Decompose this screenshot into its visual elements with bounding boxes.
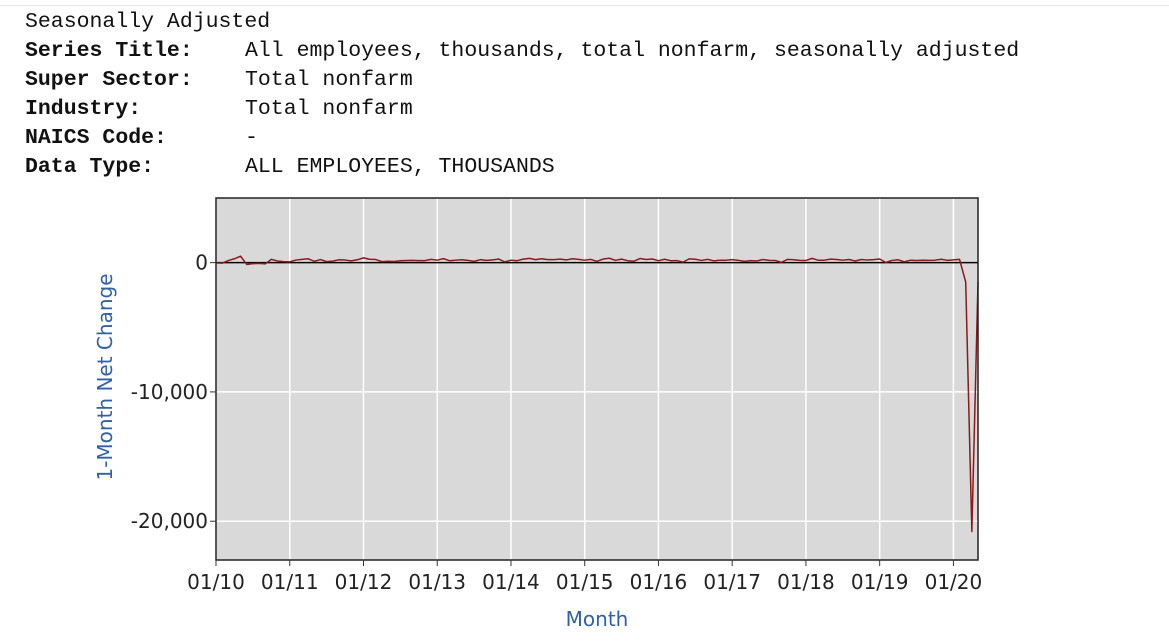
industry-row: Industry: Total nonfarm — [25, 95, 1019, 124]
x-tick-label: 01/12 — [335, 570, 393, 594]
y-tick-label: 0 — [195, 251, 208, 275]
naics-code-row: NAICS Code: - — [25, 124, 1019, 153]
x-tick-label: 01/16 — [630, 570, 688, 594]
super-sector-label: Super Sector: — [25, 68, 193, 92]
series-title-value: All employees, thousands, total nonfarm,… — [245, 39, 1020, 63]
top-divider — [0, 0, 1169, 6]
x-axis-ticks: 01/10 01/11 01/12 01/13 01/14 01/15 01/16 01/17… — [187, 560, 982, 594]
y-axis-label: 1-Month Net Change — [93, 273, 117, 480]
data-type-label: Data Type: — [25, 155, 155, 179]
series-title-label: Series Title: — [25, 39, 193, 63]
data-type-row: Data Type: ALL EMPLOYEES, THOUSANDS — [25, 153, 1019, 182]
x-tick-label: 01/14 — [482, 570, 540, 594]
x-tick-label: 01/17 — [703, 570, 761, 594]
series-layer — [215, 255, 979, 533]
x-axis-label: Month — [566, 607, 629, 631]
y-tick-label: -20,000 — [131, 509, 208, 533]
x-tick-label: 01/19 — [851, 570, 909, 594]
naics-code-value: - — [245, 126, 258, 150]
plot-frame — [215, 197, 979, 561]
naics-code-label: NAICS Code: — [25, 126, 167, 150]
series-line — [215, 255, 979, 533]
x-tick-label: 01/11 — [261, 570, 319, 594]
super-sector-value: Total nonfarm — [245, 68, 413, 92]
y-axis-ticks: 0 -10,000 -20,000 — [131, 251, 216, 533]
industry-value: Total nonfarm — [245, 97, 413, 121]
series-header: Seasonally Adjusted Series Title: All emp… — [25, 8, 1019, 182]
x-tick-label: 01/18 — [777, 570, 835, 594]
y-tick-label: -10,000 — [131, 380, 208, 404]
industry-label: Industry: — [25, 97, 142, 121]
super-sector-row: Super Sector: Total nonfarm — [25, 66, 1019, 95]
plot-area — [216, 198, 978, 560]
adjustment-label: Seasonally Adjusted — [25, 10, 271, 34]
x-tick-label: 01/10 — [187, 570, 245, 594]
series-title-row: Series Title: All employees, thousands, t… — [25, 37, 1019, 66]
x-tick-label: 01/13 — [408, 570, 466, 594]
x-tick-label: 01/15 — [556, 570, 614, 594]
data-type-value: ALL EMPLOYEES, THOUSANDS — [245, 155, 555, 179]
x-tick-label: 01/20 — [925, 570, 983, 594]
